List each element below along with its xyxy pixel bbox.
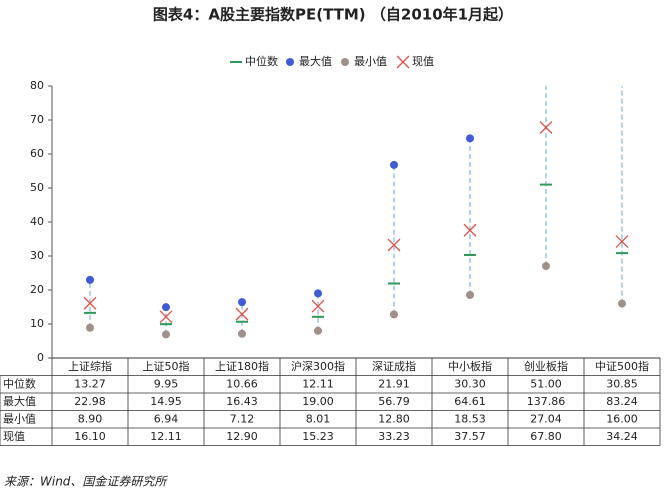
marker	[235, 307, 249, 321]
x-tick-label: 深证成指	[372, 359, 416, 373]
table-cell: 6.94	[154, 412, 179, 425]
table-cell: 16.43	[226, 395, 258, 408]
marker	[618, 299, 626, 308]
marker	[390, 310, 398, 319]
marker	[466, 134, 474, 143]
marker	[463, 223, 477, 237]
marker	[466, 290, 474, 299]
legend-label: 中位数	[245, 54, 278, 68]
legend-marker	[286, 58, 294, 66]
table-cell: 14.95	[150, 395, 182, 408]
y-tick-label: 50	[30, 181, 44, 194]
legend-marker	[396, 55, 410, 69]
marker	[83, 296, 97, 310]
y-tick-label: 0	[37, 351, 44, 364]
marker	[311, 299, 325, 313]
y-tick-label: 70	[30, 113, 44, 126]
table-cell: 83.24	[606, 395, 638, 408]
marker	[86, 323, 94, 332]
table-cell: 12.11	[302, 377, 334, 390]
table-cell: 8.90	[78, 412, 103, 425]
table-cell: 7.12	[230, 412, 255, 425]
table-cell: 21.91	[378, 377, 410, 390]
marker	[86, 275, 94, 284]
marker	[387, 238, 401, 252]
y-tick-label: 30	[30, 249, 44, 262]
x-tick-label: 沪深300指	[291, 359, 345, 373]
table-cell: 64.61	[454, 395, 486, 408]
source-note: 来源：Wind、国金证券研究所	[4, 475, 168, 489]
table-cell: 13.27	[74, 377, 106, 390]
x-tick-label: 创业板指	[524, 359, 568, 373]
table-cell: 16.10	[74, 430, 106, 443]
y-tick-label: 40	[30, 215, 44, 228]
marker	[238, 298, 246, 307]
legend-label: 最小值	[354, 55, 387, 68]
table-cell: 19.00	[302, 395, 334, 408]
y-tick-label: 20	[30, 283, 44, 296]
marker	[162, 330, 170, 339]
table-row-label: 最小值	[3, 412, 36, 425]
table-cell: 9.95	[154, 377, 179, 390]
table-cell: 10.66	[226, 377, 258, 390]
table-cell: 34.24	[606, 430, 638, 443]
x-tick-label: 上证50指	[143, 359, 190, 373]
marker	[314, 289, 322, 298]
marker	[238, 329, 246, 338]
chart-title: 图表4：A股主要指数PE(TTM) （自2010年1月起）	[153, 6, 513, 24]
table-cell: 15.23	[302, 430, 334, 443]
marker	[539, 121, 553, 134]
table-cell: 12.11	[150, 430, 182, 443]
table-cell: 67.80	[530, 430, 562, 443]
table-cell: 30.85	[606, 377, 638, 390]
x-tick-label: 上证180指	[215, 359, 269, 373]
table-cell: 30.30	[454, 377, 486, 390]
table-cell: 8.01	[306, 412, 331, 425]
marker	[314, 326, 322, 335]
table-row-label: 现值	[3, 430, 25, 443]
table-cell: 12.80	[378, 412, 410, 425]
table-cell: 18.53	[454, 412, 486, 425]
marker	[390, 160, 398, 169]
table-cell: 56.79	[378, 395, 410, 408]
x-tick-label: 中证500指	[595, 359, 649, 373]
table-row-label: 中位数	[3, 376, 36, 390]
table-cell: 37.57	[454, 430, 486, 443]
table-cell: 22.98	[74, 395, 106, 408]
x-tick-label: 上证综指	[68, 359, 112, 373]
table-cell: 51.00	[530, 377, 562, 390]
legend-marker	[341, 58, 349, 66]
marker	[159, 310, 173, 324]
marker	[542, 262, 550, 271]
table-cell: 12.90	[226, 430, 258, 443]
legend-label: 最大值	[299, 54, 332, 68]
marker	[615, 235, 629, 249]
table-cell: 27.04	[530, 412, 562, 425]
y-tick-label: 80	[30, 79, 44, 92]
table-cell: 33.23	[378, 430, 410, 443]
x-tick-label: 中小板指	[448, 359, 492, 373]
marker	[162, 303, 170, 312]
table-row-label: 最大值	[3, 394, 36, 408]
table-cell: 16.00	[606, 412, 638, 425]
y-tick-label: 60	[30, 147, 44, 160]
plot-area	[83, 71, 629, 339]
marker	[618, 71, 626, 79]
legend-label: 现值	[412, 55, 434, 68]
y-tick-label: 10	[30, 317, 44, 330]
table-cell: 137.86	[527, 395, 566, 408]
